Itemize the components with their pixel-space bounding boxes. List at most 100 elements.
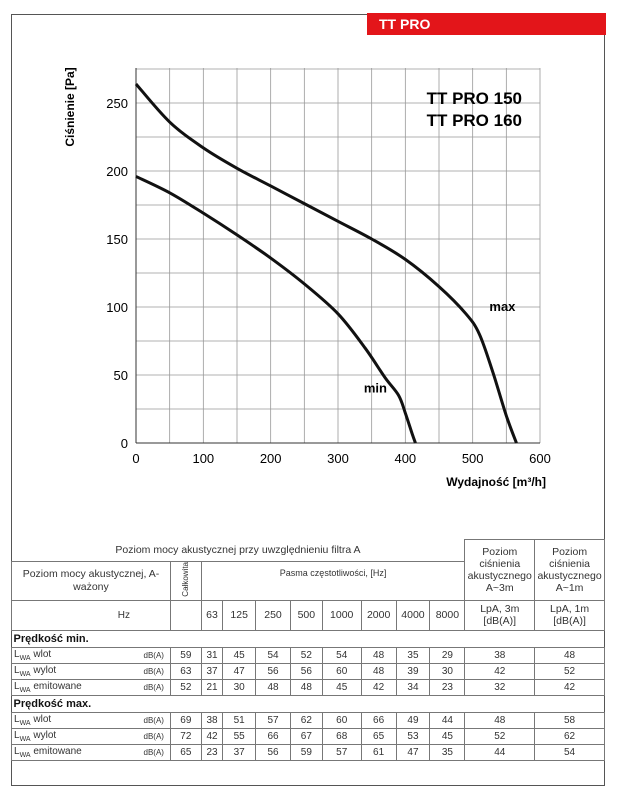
chart-title-line: TT PRO 150 — [427, 89, 522, 108]
band-value: 56 — [255, 662, 291, 680]
acoustic-table: Poziom mocy akustycznej przy uwzględnien… — [11, 539, 605, 761]
band-value: 56 — [255, 743, 291, 761]
band-value: 68 — [321, 727, 362, 745]
band-value: 39 — [395, 662, 431, 680]
band-header: 250 — [255, 599, 291, 631]
col-lpa3-header: Poziom ciśnienia akustycznego A~3m — [464, 539, 536, 601]
lwa-symbol: LWA — [14, 664, 31, 678]
band-value: 62 — [289, 711, 323, 729]
total-value: 52 — [169, 678, 202, 696]
row-name: wlot — [33, 648, 52, 660]
row-unit: dB(A) — [143, 650, 164, 660]
lwa-symbol: LWA — [14, 680, 31, 694]
lpa3-value: 38 — [464, 646, 536, 664]
y-tick-label: 150 — [106, 232, 128, 247]
col-total-header: Całkowita — [169, 561, 202, 601]
band-value: 52 — [289, 646, 323, 664]
band-header: 125 — [222, 599, 257, 631]
band-value: 48 — [255, 678, 291, 696]
chart-title-line: TT PRO 160 — [427, 111, 522, 130]
hz-label: Hz — [11, 599, 171, 631]
table-row: LWA wlot dB(A) 69 38 51 57 62 60 66 49 44 48 58 — [11, 711, 605, 729]
table-header-title: Poziom mocy akustycznej przy uwzględnien… — [11, 539, 465, 562]
col-lpa1-header: Poziom ciśnienia akustycznego A~1m — [534, 539, 605, 601]
band-value: 65 — [360, 727, 397, 745]
row-name: wylot — [33, 729, 57, 741]
band-value: 44 — [429, 711, 466, 729]
row-name: wlot — [33, 713, 52, 725]
product-badge: TT PRO — [367, 13, 606, 35]
table-row: LWA emitowane dB(A) 65 23 37 56 59 57 61 47 35 44 54 — [11, 743, 605, 761]
lpa3-value: 32 — [464, 678, 536, 696]
section-title: Prędkość min. — [11, 629, 605, 648]
band-value: 53 — [395, 727, 431, 745]
series-label-min: min — [364, 381, 387, 396]
band-value: 54 — [255, 646, 291, 664]
x-axis-label: Wydajność [m³/h] — [446, 475, 546, 489]
band-value: 59 — [289, 743, 323, 761]
lpa1-value: 42 — [534, 678, 605, 696]
x-tick-label: 100 — [192, 451, 214, 466]
row-label: LWA emitowane dB(A) — [11, 678, 171, 696]
lpa1-value: 52 — [534, 662, 605, 680]
x-tick-label: 400 — [394, 451, 416, 466]
band-value: 45 — [321, 678, 362, 696]
lpa1-value: 54 — [534, 743, 605, 761]
table-row: LWA wlot dB(A) 59 31 45 54 52 54 48 35 29 38 48 — [11, 646, 605, 664]
section-row: Prędkość min. — [11, 629, 605, 648]
row-label: LWA wylot dB(A) — [11, 727, 171, 745]
lpa3-value: 42 — [464, 662, 536, 680]
lpa3-value: 48 — [464, 711, 536, 729]
band-value: 42 — [360, 678, 397, 696]
lwa-symbol: LWA — [14, 648, 31, 662]
row-label-header: Poziom mocy akustycznej, A-ważony — [11, 561, 171, 601]
band-value: 30 — [222, 678, 257, 696]
band-value: 48 — [289, 678, 323, 696]
row-unit: dB(A) — [143, 682, 164, 692]
y-tick-label: 100 — [106, 300, 128, 315]
y-tick-label: 250 — [106, 96, 128, 111]
band-value: 37 — [200, 662, 224, 680]
band-value: 60 — [321, 662, 362, 680]
band-value: 60 — [321, 711, 362, 729]
x-tick-label: 500 — [462, 451, 484, 466]
band-value: 30 — [429, 662, 466, 680]
band-value: 35 — [395, 646, 431, 664]
band-value: 56 — [289, 662, 323, 680]
band-value: 66 — [360, 711, 397, 729]
band-value: 42 — [200, 727, 224, 745]
lpa3-value: 52 — [464, 727, 536, 745]
x-tick-label: 600 — [529, 451, 551, 466]
band-header: 2000 — [360, 599, 397, 631]
lpa1-value: 48 — [534, 646, 605, 664]
band-value: 45 — [222, 646, 257, 664]
band-value: 49 — [395, 711, 431, 729]
band-value: 67 — [289, 727, 323, 745]
band-value: 55 — [222, 727, 257, 745]
section-title: Prędkość max. — [11, 694, 605, 713]
series-label-max: max — [489, 299, 516, 314]
band-value: 21 — [200, 678, 224, 696]
total-value: 72 — [169, 727, 202, 745]
band-header: 63 — [200, 599, 224, 631]
row-unit: dB(A) — [143, 715, 164, 725]
row-label: LWA emitowane dB(A) — [11, 743, 171, 761]
lwa-symbol: LWA — [14, 713, 31, 727]
row-label: LWA wylot dB(A) — [11, 662, 171, 680]
y-axis-label: Ciśnienie [Pa] — [63, 67, 77, 146]
fan-curve-chart: 0 100 200 300 400 500 600 0 50 100 150 200 250 Wydajn… — [63, 67, 551, 489]
row-label: LWA wlot dB(A) — [11, 711, 171, 729]
band-value: 23 — [200, 743, 224, 761]
band-value: 61 — [360, 743, 397, 761]
band-value: 57 — [255, 711, 291, 729]
band-value: 48 — [360, 646, 397, 664]
col-total-label: Całkowita — [181, 562, 191, 597]
total-value: 63 — [169, 662, 202, 680]
band-value: 35 — [429, 743, 466, 761]
band-value: 51 — [222, 711, 257, 729]
band-header: 500 — [289, 599, 323, 631]
page-frame — [11, 14, 605, 786]
y-tick-label: 0 — [121, 436, 128, 451]
row-name: emitowane — [33, 745, 82, 757]
band-value: 66 — [255, 727, 291, 745]
